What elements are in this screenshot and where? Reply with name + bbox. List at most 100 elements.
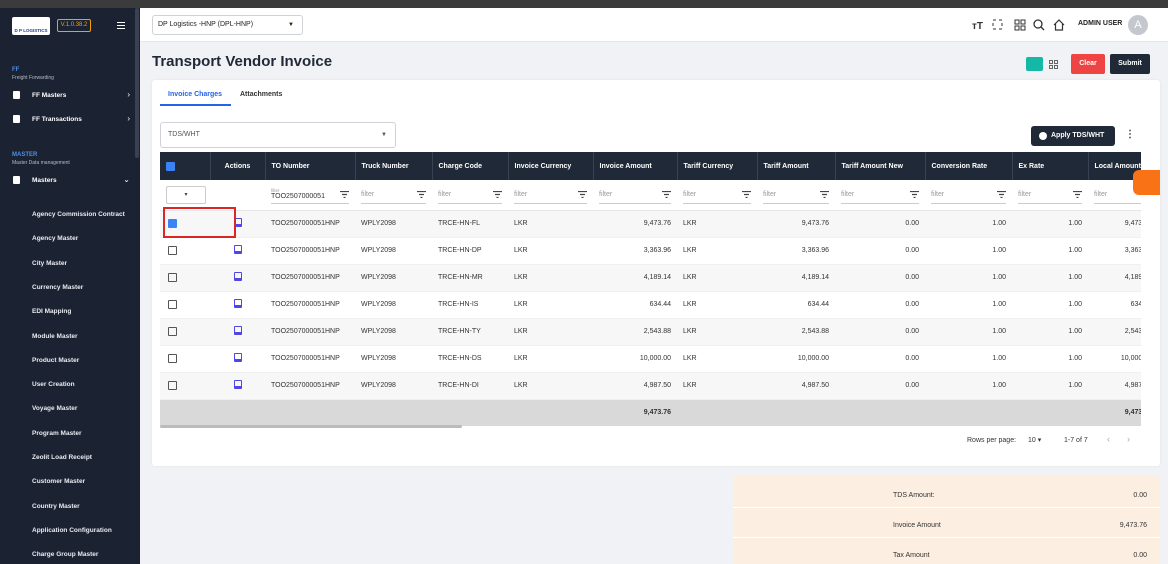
menu-item[interactable]: FF Masters › — [13, 90, 130, 102]
submenu-item[interactable]: Program Master — [32, 429, 82, 437]
row-checkbox[interactable] — [168, 327, 177, 336]
edit-action-icon[interactable] — [233, 380, 242, 389]
apps-icon[interactable] — [1014, 19, 1026, 31]
table-cell: 2,543.88 — [593, 318, 677, 346]
column-filter[interactable]: filter — [683, 186, 751, 204]
home-icon[interactable] — [1053, 19, 1065, 31]
tds-select[interactable]: TDS/WHT ▼ — [160, 122, 396, 148]
row-checkbox[interactable] — [168, 246, 177, 255]
submenu-item[interactable]: Product Master — [32, 356, 80, 364]
table-cell: 1.00 — [1012, 318, 1088, 346]
table-cell: TRCE-HN-IS — [432, 291, 508, 319]
column-header[interactable]: Tariff Amount — [757, 152, 836, 180]
search-icon[interactable] — [1033, 19, 1045, 31]
column-header[interactable]: Actions — [210, 152, 266, 180]
menu-toggle[interactable] — [117, 22, 125, 29]
tab-invoice-charges[interactable]: Invoice Charges — [168, 91, 223, 98]
column-filter[interactable]: filter — [599, 186, 671, 204]
select-all-header[interactable] — [160, 152, 211, 180]
submenu-item[interactable]: Voyage Master — [32, 405, 78, 413]
floating-button[interactable] — [1133, 170, 1160, 195]
column-filter[interactable]: filter TOO2507000051 — [271, 186, 349, 204]
select-all-checkbox[interactable] — [166, 161, 175, 171]
menu-item-text: Masters — [32, 177, 57, 184]
logo[interactable]: D P LOGISTICS — [12, 17, 50, 35]
column-filter[interactable]: filter — [1018, 186, 1082, 204]
column-header[interactable]: Invoice Amount — [593, 152, 678, 180]
data-row: TOO2507000051HNP WPLY2098 TRCE-HN-TY LKR 2,5… — [160, 318, 1141, 346]
submenu-item[interactable]: Agency Commission Contract — [32, 211, 125, 218]
column-filter[interactable]: filter — [841, 186, 919, 204]
column-filter[interactable]: filter — [763, 186, 829, 204]
totals-cell — [1012, 399, 1088, 426]
table-cell: TOO2507000051HNP — [265, 264, 355, 292]
submenu-item[interactable]: Application Configuration — [32, 526, 112, 534]
submenu-item[interactable]: Charge Group Master — [32, 551, 99, 559]
user-name[interactable]: ADMIN USER — [1078, 20, 1123, 27]
fullscreen-icon[interactable] — [992, 19, 1003, 30]
tab-attachments[interactable]: Attachments — [240, 91, 283, 98]
column-filter[interactable]: filter — [931, 186, 1006, 204]
company-select[interactable]: DP Logistics -HNP (DPL-HNP) ▼ — [152, 15, 303, 35]
column-header[interactable]: Conversion Rate — [925, 152, 1013, 180]
column-filter[interactable]: filter — [361, 186, 426, 204]
column-filter[interactable]: filter — [1094, 186, 1141, 204]
table-cell: 4,987.50 — [1088, 372, 1141, 400]
column-filter[interactable]: filter — [514, 186, 587, 204]
edit-action-icon[interactable] — [233, 245, 242, 254]
table-cell: 1.00 — [1012, 291, 1088, 319]
actions-cell — [210, 237, 265, 265]
more-menu[interactable]: ⋮ — [1125, 129, 1135, 140]
next-page[interactable]: › — [1127, 434, 1130, 444]
edit-action-icon[interactable] — [233, 353, 242, 362]
submenu-item[interactable]: City Master — [32, 259, 68, 267]
column-header[interactable]: Ex Rate — [1012, 152, 1089, 180]
column-header[interactable]: Tariff Amount New — [835, 152, 926, 180]
rows-per-page-select[interactable]: 10 ▾ — [1028, 437, 1042, 444]
prev-page[interactable]: ‹ — [1107, 434, 1110, 444]
submenu-item[interactable]: Module Master — [32, 332, 78, 340]
submit-button[interactable]: Submit — [1110, 54, 1150, 74]
table-cell: 0.00 — [835, 345, 925, 373]
section-title: FF — [12, 67, 20, 73]
row-checkbox[interactable] — [168, 381, 177, 390]
table-wrapper: Actions TO Number Truck Number Charge Code I… — [160, 152, 1141, 442]
tab-indicator — [160, 104, 231, 106]
edit-action-icon[interactable] — [233, 326, 242, 335]
submenu-item[interactable]: Agency Master — [32, 235, 79, 243]
submenu-item[interactable]: EDI Mapping — [32, 308, 72, 316]
grid-toggle[interactable] — [1049, 60, 1058, 69]
column-header[interactable]: Local Amount — [1088, 152, 1141, 180]
column-header[interactable]: TO Number — [265, 152, 356, 180]
submenu-item[interactable]: Customer Master — [32, 478, 86, 486]
avatar[interactable]: A — [1128, 15, 1148, 35]
column-header[interactable]: Invoice Currency — [508, 152, 594, 180]
table-cell: LKR — [508, 210, 593, 238]
column-header[interactable]: Charge Code — [432, 152, 509, 180]
menu-item[interactable]: FF Transactions › — [13, 114, 130, 126]
row-select-dropdown[interactable]: ▾ — [166, 185, 206, 204]
submenu-item[interactable]: Country Master — [32, 502, 80, 510]
column-header[interactable]: Truck Number — [355, 152, 433, 180]
font-size-icon[interactable]: ᴛT — [972, 21, 983, 32]
column-header[interactable]: Tariff Currency — [677, 152, 758, 180]
submenu-item[interactable]: Zeolit Load Receipt — [32, 454, 92, 461]
summary-divider — [733, 507, 1160, 508]
edit-action-icon[interactable] — [233, 272, 242, 281]
row-checkbox[interactable] — [168, 273, 177, 282]
menu-chevron: ⌄ — [123, 175, 130, 184]
menu-item[interactable]: Masters ⌄ — [13, 175, 130, 187]
row-checkbox[interactable] — [168, 219, 177, 228]
column-filter[interactable]: filter — [438, 186, 502, 204]
clear-button[interactable]: Clear — [1071, 54, 1105, 74]
summary-value: 0.00 — [1133, 552, 1147, 559]
company-name: DP Logistics -HNP (DPL-HNP) — [158, 21, 254, 28]
submenu-item[interactable]: Currency Master — [32, 283, 84, 291]
view-toggle[interactable] — [1026, 57, 1043, 71]
row-checkbox[interactable] — [168, 354, 177, 363]
submenu-item[interactable]: User Creation — [32, 381, 75, 389]
rows-per-page-value: 10 — [1028, 437, 1036, 444]
row-checkbox[interactable] — [168, 300, 177, 309]
edit-action-icon[interactable] — [233, 299, 242, 308]
apply-tds-button[interactable]: Apply TDS/WHT — [1031, 126, 1115, 146]
